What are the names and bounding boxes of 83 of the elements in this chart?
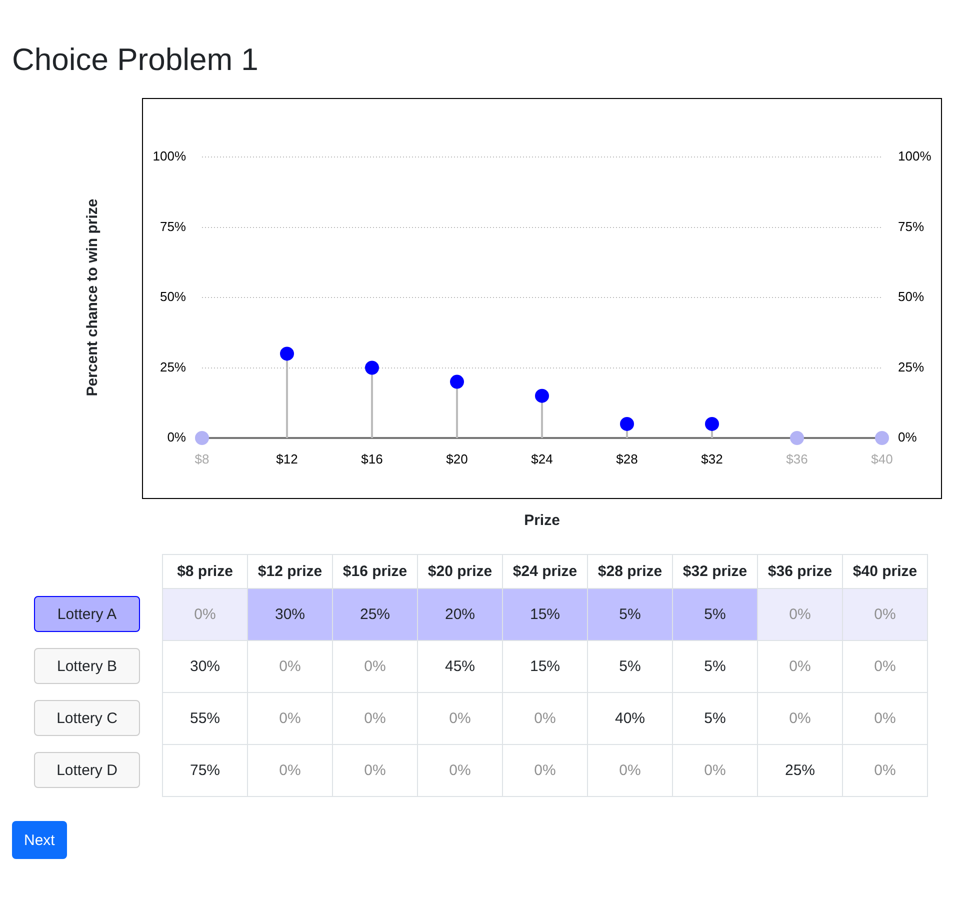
x-tick-label: $16 prize <box>332 554 418 589</box>
select-button: Lottery A <box>34 596 140 632</box>
y-tick-label: Lottery A <box>57 606 117 622</box>
x-tick-label: $28 <box>616 451 638 466</box>
x-tick-label: $16 <box>361 451 383 466</box>
x-tick-label: $40 prize <box>842 554 928 589</box>
x-tick-label: $8 prize <box>162 554 248 589</box>
data-label: 5% <box>587 588 673 641</box>
data-label: 0% <box>502 744 588 797</box>
y2-tick-label: 50% <box>898 289 924 304</box>
data-label: 25% <box>757 744 843 797</box>
data-label: 45% <box>417 640 503 693</box>
x-tick-label: $24 prize <box>502 554 588 589</box>
point <box>280 346 294 361</box>
data-label: 0% <box>842 744 928 797</box>
data-label: 0% <box>672 744 758 797</box>
chart-title: Choice Problem 1 <box>12 41 258 78</box>
y-tick-label: 50% <box>160 289 186 304</box>
data-label: 0% <box>247 744 333 797</box>
y-axis-title: Percent chance to win prize <box>84 198 102 396</box>
y-tick-label: 0% <box>167 430 186 445</box>
x-tick-label: $32 prize <box>672 554 758 589</box>
data-label: 55% <box>162 692 248 745</box>
point <box>365 360 379 375</box>
x-tick-label: $36 <box>786 451 808 466</box>
y2-tick-label: 75% <box>898 218 924 234</box>
point <box>790 431 804 445</box>
data-label: 0% <box>842 640 928 693</box>
data-label: 0% <box>417 692 503 745</box>
point <box>620 416 634 431</box>
data-label: 0% <box>502 692 588 745</box>
data-label: 0% <box>417 744 503 797</box>
data-label: 0% <box>842 692 928 745</box>
x-tick-label: $24 <box>531 451 553 466</box>
x-tick-label: $20 prize <box>417 554 503 589</box>
data-label: 20% <box>417 588 503 641</box>
data-label: 5% <box>587 640 673 693</box>
data-label: 0% <box>842 588 928 641</box>
point <box>195 431 209 445</box>
y2-tick-label: 25% <box>898 359 924 374</box>
y-tick-label: Lottery C <box>56 710 118 726</box>
y-tick-label: 75% <box>160 218 186 234</box>
y-tick-label: 25% <box>160 359 186 374</box>
select-button: Lottery C <box>34 700 140 736</box>
x-tick-label: $12 prize <box>247 554 333 589</box>
select-button: Lottery D <box>34 752 140 788</box>
data-label: 25% <box>332 588 418 641</box>
next-button: Next <box>12 821 67 859</box>
data-label: 40% <box>587 692 673 745</box>
x-tick-label: $8 <box>194 451 210 466</box>
point <box>705 416 719 431</box>
point <box>450 374 464 389</box>
data-label: 0% <box>757 640 843 693</box>
point <box>875 431 889 445</box>
point <box>535 388 549 403</box>
data-label: 0% <box>587 744 673 797</box>
data-label: 5% <box>672 588 758 641</box>
data-label: 0% <box>332 744 418 797</box>
data-label: 15% <box>502 640 588 693</box>
x-tick-label: $32 <box>701 451 723 466</box>
x-tick-label: $20 <box>446 451 468 466</box>
data-label: 0% <box>247 692 333 745</box>
data-label: 30% <box>162 640 248 693</box>
data-label: 5% <box>672 640 758 693</box>
x-axis-title: Prize <box>524 512 560 530</box>
data-label: 0% <box>247 640 333 693</box>
y2-tick-label: 0% <box>898 430 918 445</box>
data-label: 30% <box>247 588 333 641</box>
y-tick-label: Lottery B <box>56 658 118 674</box>
y2-tick-label: 100% <box>898 148 932 164</box>
x-tick-label: $36 prize <box>757 554 843 589</box>
x-tick-label: $40 <box>871 451 893 466</box>
data-label: 0% <box>757 692 843 745</box>
data-label: 15% <box>502 588 588 641</box>
select-button: Lottery B <box>34 648 140 684</box>
data-label: 5% <box>672 692 758 745</box>
y-tick-label: Lottery D <box>56 762 118 778</box>
x-tick-label: $12 <box>276 451 298 466</box>
y-tick-label: 100% <box>152 148 186 164</box>
data-label: 0% <box>757 588 843 641</box>
x-tick-label: $28 prize <box>587 554 673 589</box>
data-label: 0% <box>332 640 418 693</box>
data-label: 0% <box>332 692 418 745</box>
